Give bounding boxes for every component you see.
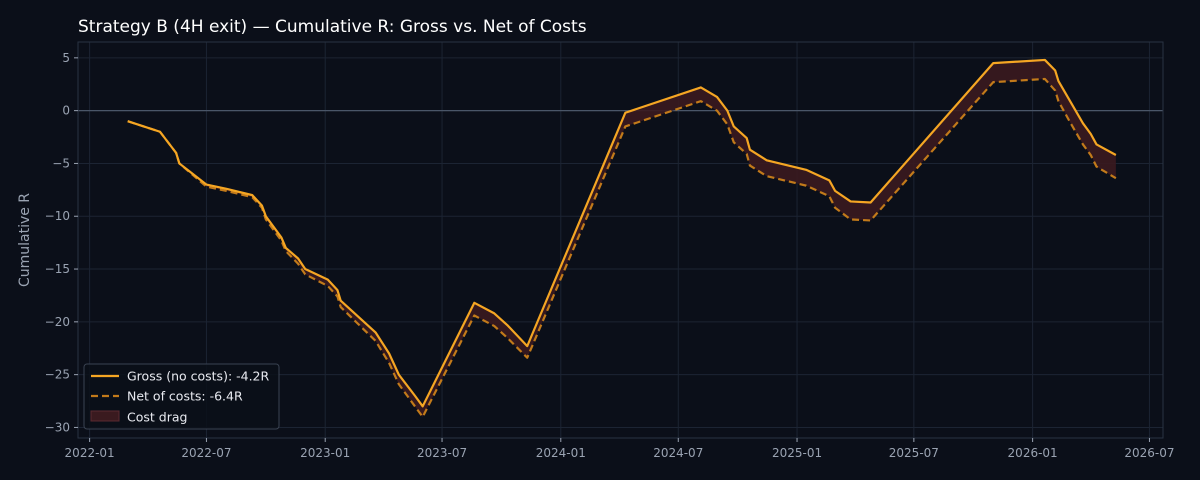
- x-tick-label: 2025-01: [772, 446, 822, 460]
- y-axis-label: Cumulative R: [17, 193, 33, 287]
- legend: Gross (no costs): -4.2R Net of costs: -6…: [83, 363, 280, 430]
- x-tick-label: 2025-07: [889, 446, 939, 460]
- y-tick-label: −30: [45, 420, 70, 434]
- grid: [78, 42, 1163, 438]
- net-series-line: [127, 77, 1117, 418]
- y-tick-label: −20: [45, 315, 70, 329]
- legend-cost-drag-swatch: [90, 410, 120, 422]
- legend-cost-drag-label: Cost drag: [127, 410, 187, 425]
- gross-series-line: [127, 58, 1117, 408]
- y-tick-label: 0: [62, 104, 70, 118]
- x-tick-label: 2023-01: [300, 446, 350, 460]
- x-tick-label: 2024-07: [653, 446, 703, 460]
- x-axis-ticks: 2022-01 2022-07 2023-01 2023-07 2024-01 2024-…: [65, 438, 1175, 460]
- cost-drag-area: [127, 59, 1116, 417]
- y-tick-label: 5: [62, 51, 70, 65]
- y-tick-label: −25: [45, 368, 70, 382]
- y-tick-label: −5: [52, 156, 70, 170]
- y-axis-ticks: 5 0 −5 −10 −15 −20 −25 −30: [45, 51, 78, 434]
- legend-net-label: Net of costs: -6.4R: [127, 389, 243, 404]
- cost-drag-fill: [127, 59, 1116, 417]
- x-tick-label: 2023-07: [417, 446, 467, 460]
- y-tick-label: −15: [45, 262, 70, 276]
- x-tick-label: 2026-01: [1008, 446, 1058, 460]
- x-tick-label: 2024-01: [536, 446, 586, 460]
- x-tick-label: 2026-07: [1124, 446, 1174, 460]
- legend-gross-label: Gross (no costs): -4.2R: [127, 369, 270, 384]
- legend-box: [83, 363, 280, 430]
- chart-title: Strategy B (4H exit) — Cumulative R: Gro…: [78, 17, 587, 37]
- y-tick-label: −10: [45, 209, 70, 223]
- x-tick-label: 2022-07: [181, 446, 231, 460]
- plot-frame: [77, 41, 1164, 439]
- series-lines: [127, 58, 1117, 418]
- x-tick-label: 2022-01: [65, 446, 115, 460]
